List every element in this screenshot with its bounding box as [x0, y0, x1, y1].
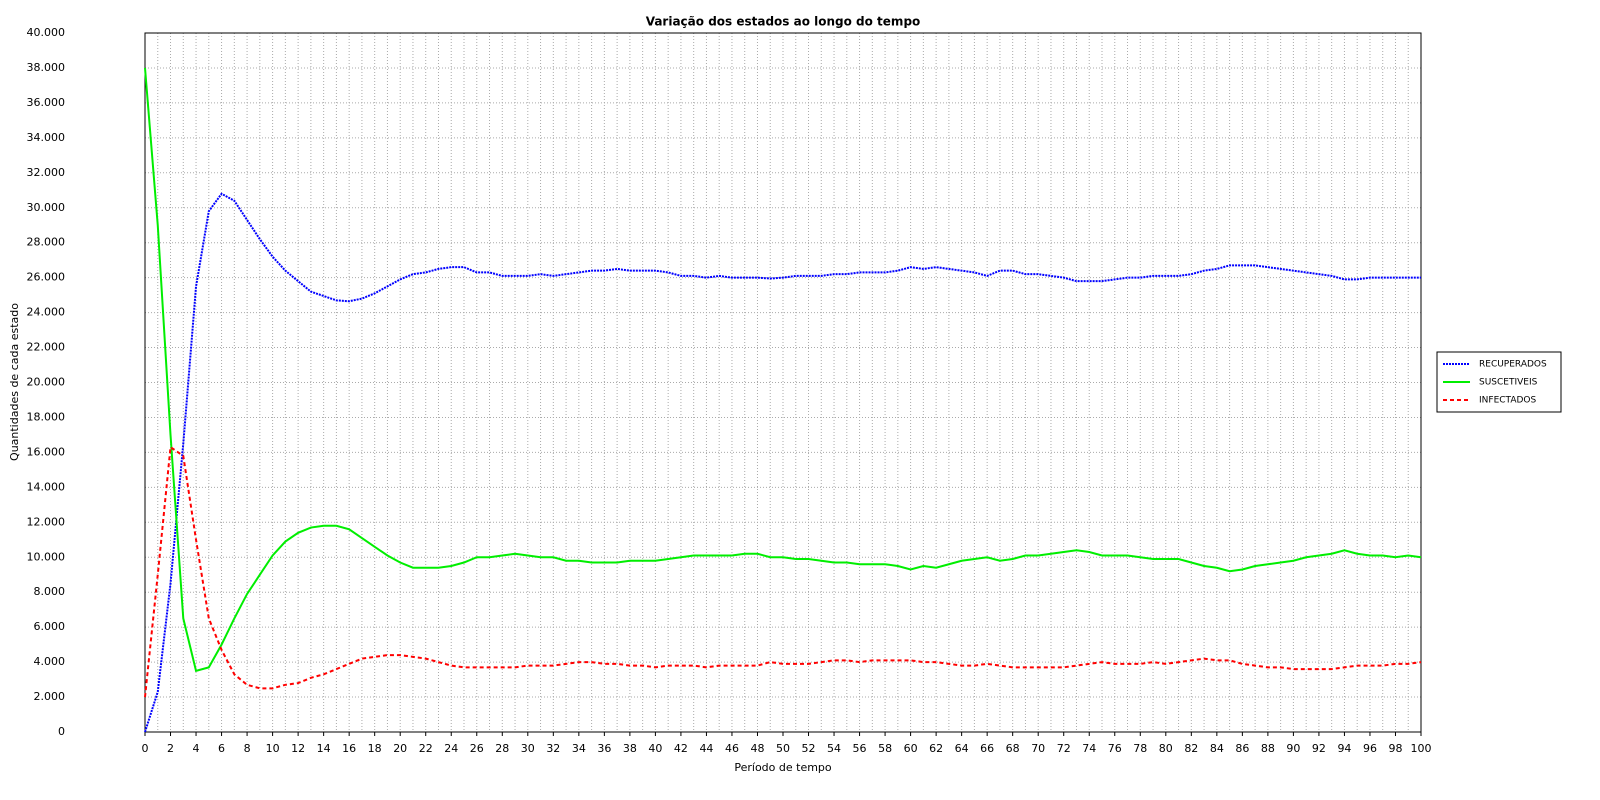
- x-tick-label: 40: [648, 742, 662, 755]
- y-tick-label: 16.000: [27, 445, 66, 458]
- x-tick-label: 100: [1411, 742, 1432, 755]
- y-tick-label: 4.000: [34, 655, 66, 668]
- x-tick-label: 52: [802, 742, 816, 755]
- x-tick-label: 82: [1184, 742, 1198, 755]
- x-tick-label: 26: [470, 742, 484, 755]
- x-tick-label: 96: [1363, 742, 1377, 755]
- x-tick-label: 56: [853, 742, 867, 755]
- x-tick-label: 10: [266, 742, 280, 755]
- x-tick-label: 28: [495, 742, 509, 755]
- y-tick-label: 8.000: [34, 585, 66, 598]
- y-tick-label: 34.000: [27, 131, 66, 144]
- y-tick-label: 26.000: [27, 271, 66, 284]
- legend-label: INFECTADOS: [1479, 396, 1537, 406]
- x-tick-label: 2: [167, 742, 174, 755]
- x-tick-label: 42: [674, 742, 688, 755]
- x-tick-label: 46: [725, 742, 739, 755]
- y-tick-label: 0: [58, 725, 65, 738]
- plot-frame: [144, 32, 1422, 733]
- y-tick-label: 10.000: [27, 550, 66, 563]
- y-tick-label: 22.000: [27, 341, 66, 354]
- legend-label: SUSCETIVEIS: [1479, 378, 1538, 388]
- x-tick-label: 6: [218, 742, 225, 755]
- x-tick-label: 34: [572, 742, 586, 755]
- x-tick-label: 22: [419, 742, 433, 755]
- x-tick-label: 30: [521, 742, 535, 755]
- x-tick-label: 78: [1133, 742, 1147, 755]
- y-tick-label: 12.000: [27, 515, 66, 528]
- y-tick-label: 24.000: [27, 306, 66, 319]
- y-tick-label: 32.000: [27, 166, 66, 179]
- chart-title: Variação dos estados ao longo do tempo: [646, 15, 921, 29]
- y-tick-label: 40.000: [27, 26, 66, 39]
- x-tick-label: 24: [444, 742, 458, 755]
- x-tick-label: 98: [1388, 742, 1402, 755]
- x-tick-label: 84: [1210, 742, 1224, 755]
- x-tick-label: 76: [1108, 742, 1122, 755]
- x-tick-label: 94: [1337, 742, 1351, 755]
- x-tick-label: 60: [904, 742, 918, 755]
- x-tick-label: 88: [1261, 742, 1275, 755]
- x-tick-label: 20: [393, 742, 407, 755]
- x-tick-label: 86: [1235, 742, 1249, 755]
- x-tick-label: 18: [368, 742, 382, 755]
- x-tick-label: 68: [1006, 742, 1020, 755]
- y-tick-label: 2.000: [34, 690, 66, 703]
- y-tick-label: 28.000: [27, 236, 66, 249]
- y-tick-label: 36.000: [27, 96, 66, 109]
- x-tick-label: 4: [193, 742, 200, 755]
- x-tick-label: 50: [776, 742, 790, 755]
- y-tick-label: 18.000: [27, 410, 66, 423]
- x-tick-label: 12: [291, 742, 305, 755]
- x-tick-label: 90: [1286, 742, 1300, 755]
- x-tick-label: 8: [244, 742, 251, 755]
- x-tick-label: 38: [623, 742, 637, 755]
- x-tick-label: 58: [878, 742, 892, 755]
- x-tick-label: 0: [142, 742, 149, 755]
- x-tick-label: 44: [699, 742, 713, 755]
- y-tick-label: 14.000: [27, 480, 66, 493]
- y-tick-label: 20.000: [27, 376, 66, 389]
- y-tick-label: 6.000: [34, 620, 66, 633]
- x-tick-label: 72: [1057, 742, 1071, 755]
- x-tick-label: 70: [1031, 742, 1045, 755]
- x-tick-label: 16: [342, 742, 356, 755]
- x-tick-label: 62: [929, 742, 943, 755]
- x-tick-label: 64: [955, 742, 969, 755]
- x-axis-label: Período de tempo: [734, 761, 832, 774]
- y-axis-label: Quantidades de cada estado: [8, 303, 21, 461]
- y-tick-label: 30.000: [27, 201, 66, 214]
- x-tick-label: 80: [1159, 742, 1173, 755]
- y-tick-label: 38.000: [27, 61, 66, 74]
- x-tick-label: 54: [827, 742, 841, 755]
- x-tick-label: 66: [980, 742, 994, 755]
- x-tick-label: 14: [317, 742, 331, 755]
- x-tick-label: 74: [1082, 742, 1096, 755]
- series-line: [144, 445, 1422, 698]
- series-line: [144, 192, 1421, 733]
- x-tick-label: 32: [546, 742, 560, 755]
- x-tick-label: 48: [750, 742, 764, 755]
- series-line: [144, 67, 1422, 673]
- legend-label: RECUPERADOS: [1479, 360, 1547, 370]
- x-tick-label: 36: [597, 742, 611, 755]
- x-tick-label: 92: [1312, 742, 1326, 755]
